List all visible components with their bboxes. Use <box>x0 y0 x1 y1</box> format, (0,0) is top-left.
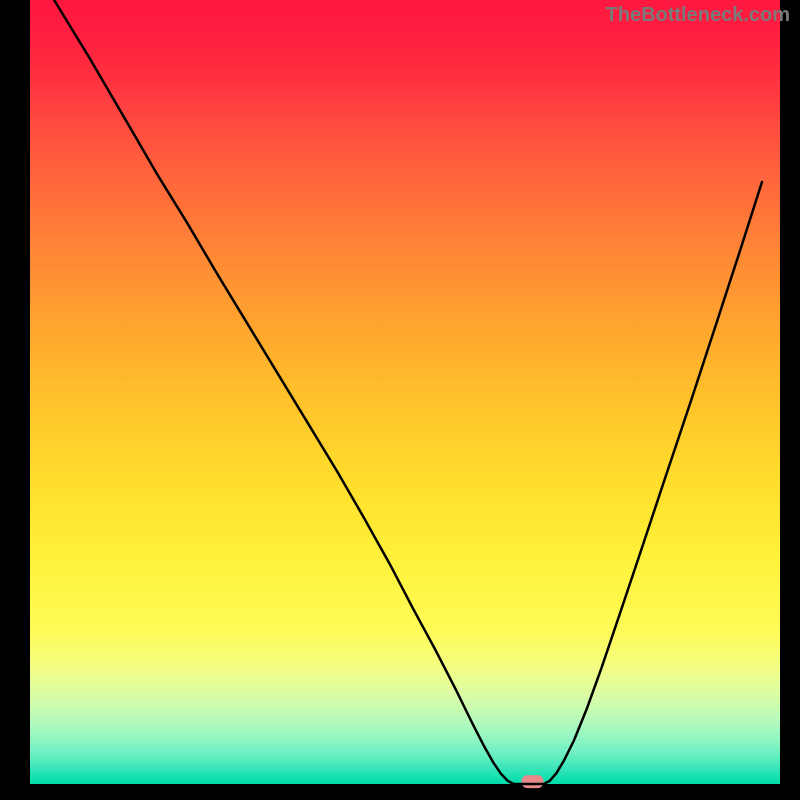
chart-svg <box>0 0 800 800</box>
chart-plot-bg <box>30 0 780 784</box>
bottleneck-chart: TheBottleneck.com <box>0 0 800 800</box>
optimal-marker <box>522 775 544 788</box>
watermark-text: TheBottleneck.com <box>606 4 790 27</box>
